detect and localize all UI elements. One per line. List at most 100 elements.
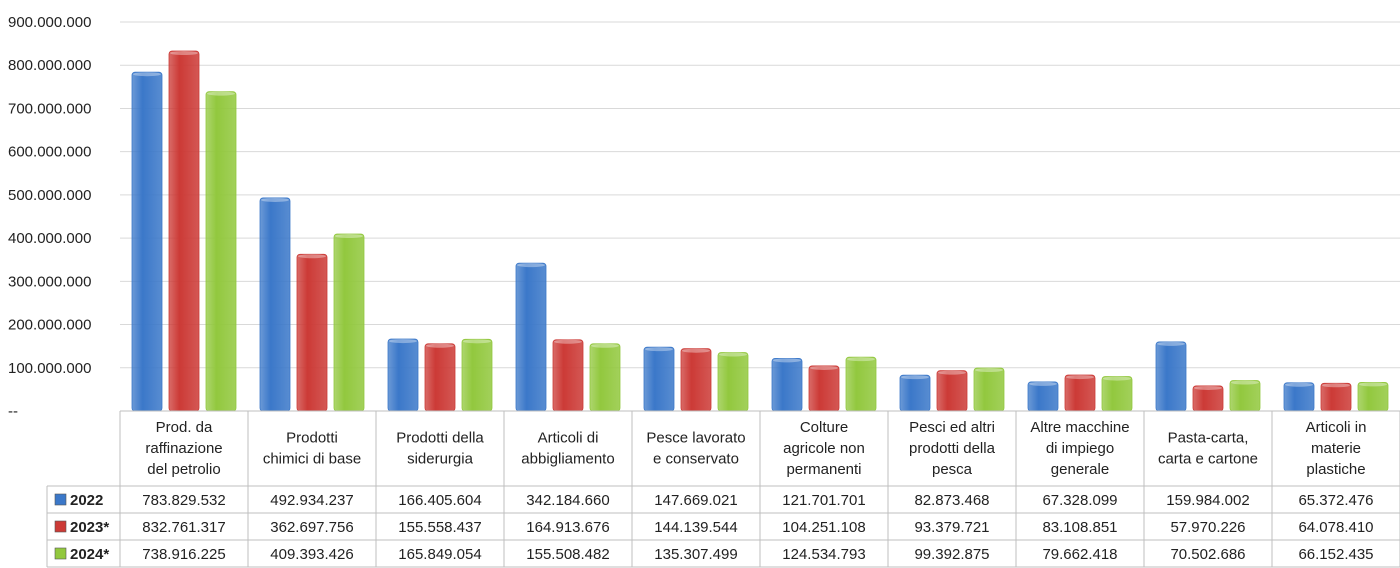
x-tick-label: Prodotti della siderurgia bbox=[396, 430, 484, 468]
bar-2022-1 bbox=[259, 197, 291, 412]
bar-highlight bbox=[335, 234, 363, 239]
data-label: 492.934.237 bbox=[270, 492, 353, 509]
data-label: 155.558.437 bbox=[398, 519, 481, 536]
bar-2024-9 bbox=[1357, 382, 1389, 412]
bar-2023-9 bbox=[1320, 382, 1352, 412]
bar-2024-7 bbox=[1101, 376, 1133, 412]
y-tick-label: 300.000.000 bbox=[8, 273, 91, 290]
data-label: 783.829.532 bbox=[142, 492, 225, 509]
data-label: 164.913.676 bbox=[526, 519, 609, 536]
bar-2024-4 bbox=[717, 352, 749, 412]
data-label: 66.152.435 bbox=[1298, 546, 1373, 563]
bar-highlight bbox=[1157, 341, 1185, 346]
bar-2022-9 bbox=[1283, 382, 1315, 412]
bar-highlight bbox=[1285, 382, 1313, 387]
gridlines bbox=[120, 21, 1400, 369]
bars bbox=[131, 50, 1389, 412]
bar-highlight bbox=[847, 357, 875, 362]
legend-swatch bbox=[54, 520, 67, 533]
bar-highlight bbox=[645, 347, 673, 352]
bar-2023-0 bbox=[168, 50, 200, 412]
data-label: 64.078.410 bbox=[1298, 519, 1373, 536]
data-label: 99.392.875 bbox=[914, 546, 989, 563]
bar-highlight bbox=[389, 339, 417, 344]
bar-highlight bbox=[1066, 375, 1094, 380]
bar-highlight bbox=[773, 358, 801, 363]
legend-label: 2024* bbox=[70, 546, 109, 563]
bar-2024-8 bbox=[1229, 380, 1261, 412]
bar-highlight bbox=[463, 339, 491, 344]
data-label: 832.761.317 bbox=[142, 519, 225, 536]
data-label: 104.251.108 bbox=[782, 519, 865, 536]
y-tick-label: 100.000.000 bbox=[8, 360, 91, 377]
data-label: 79.662.418 bbox=[1042, 546, 1117, 563]
data-label: 166.405.604 bbox=[398, 492, 481, 509]
data-label: 70.502.686 bbox=[1170, 546, 1245, 563]
y-tick-label: 600.000.000 bbox=[8, 144, 91, 161]
bar-2023-7 bbox=[1064, 374, 1096, 412]
bar-highlight bbox=[554, 339, 582, 344]
y-axis-ticks: -- 100.000.000 200.000.000 300.000.000 400.0… bbox=[8, 14, 91, 420]
bar-highlight bbox=[1322, 383, 1350, 388]
x-tick-label: Pesce lavorato e conservato bbox=[646, 430, 745, 468]
bar-2023-5 bbox=[808, 365, 840, 412]
data-label: 165.849.054 bbox=[398, 546, 481, 563]
data-label: 67.328.099 bbox=[1042, 492, 1117, 509]
data-label: 82.873.468 bbox=[914, 492, 989, 509]
bar-2022-5 bbox=[771, 357, 803, 412]
bar-2022-3 bbox=[515, 262, 547, 412]
bar-2024-3 bbox=[589, 343, 621, 412]
bar-highlight bbox=[517, 263, 545, 268]
data-label: 155.508.482 bbox=[526, 546, 609, 563]
y-tick-label: 800.000.000 bbox=[8, 57, 91, 74]
bar-highlight bbox=[938, 370, 966, 375]
legend-label: 2022 bbox=[70, 492, 103, 509]
x-tick-label: Articoli in materie plastiche bbox=[1306, 419, 1367, 478]
bar-2024-0 bbox=[205, 91, 237, 412]
data-label: 147.669.021 bbox=[654, 492, 737, 509]
y-tick-label: -- bbox=[8, 403, 18, 420]
x-tick-label: Pasta-carta, carta e cartone bbox=[1158, 430, 1258, 468]
bar-highlight bbox=[682, 348, 710, 353]
bar-2023-3 bbox=[552, 339, 584, 412]
data-label: 738.916.225 bbox=[142, 546, 225, 563]
bar-2022-7 bbox=[1027, 381, 1059, 412]
bar-2022-0 bbox=[131, 71, 163, 412]
bar-highlight bbox=[426, 343, 454, 348]
bar-highlight bbox=[975, 368, 1003, 373]
bar-highlight bbox=[298, 254, 326, 259]
y-tick-label: 900.000.000 bbox=[8, 14, 91, 31]
y-tick-label: 700.000.000 bbox=[8, 100, 91, 117]
bar-2024-2 bbox=[461, 338, 493, 412]
bar-highlight bbox=[1029, 381, 1057, 386]
data-label: 121.701.701 bbox=[782, 492, 865, 509]
bar-highlight bbox=[1231, 380, 1259, 385]
bar-highlight bbox=[207, 91, 235, 96]
bar-2023-2 bbox=[424, 343, 456, 412]
data-label: 124.534.793 bbox=[782, 546, 865, 563]
bar-2023-4 bbox=[680, 348, 712, 412]
bar-highlight bbox=[591, 343, 619, 348]
data-label: 83.108.851 bbox=[1042, 519, 1117, 536]
data-label: 409.393.426 bbox=[270, 546, 353, 563]
data-label: 93.379.721 bbox=[914, 519, 989, 536]
bar-2024-6 bbox=[973, 367, 1005, 412]
x-tick-label: Prod. da raffinazione del petrolio bbox=[145, 419, 222, 478]
bar-highlight bbox=[810, 365, 838, 370]
legend-swatch bbox=[54, 493, 67, 506]
bar-2024-5 bbox=[845, 356, 877, 412]
bar-2023-6 bbox=[936, 370, 968, 412]
data-label: 135.307.499 bbox=[654, 546, 737, 563]
bar-highlight bbox=[170, 51, 198, 56]
bar-2024-1 bbox=[333, 233, 365, 412]
y-tick-label: 400.000.000 bbox=[8, 230, 91, 247]
y-tick-label: 500.000.000 bbox=[8, 187, 91, 204]
bar-2022-4 bbox=[643, 346, 675, 412]
x-tick-label: Colture agricole non permanenti bbox=[783, 419, 865, 478]
bar-2022-2 bbox=[387, 338, 419, 412]
bar-highlight bbox=[1103, 376, 1131, 381]
bar-2022-8 bbox=[1155, 341, 1187, 412]
data-label: 362.697.756 bbox=[270, 519, 353, 536]
x-tick-label: Pesci ed altri prodotti della pesca bbox=[909, 419, 996, 478]
